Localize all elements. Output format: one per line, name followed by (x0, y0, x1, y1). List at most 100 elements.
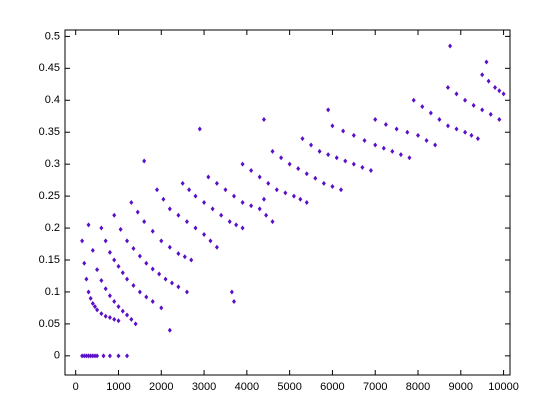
point (257, 206, 262, 212)
point (497, 88, 502, 94)
point (229, 289, 234, 295)
point (326, 107, 331, 113)
point (240, 225, 245, 231)
point (497, 116, 502, 122)
point (428, 110, 433, 116)
point (182, 254, 187, 260)
point (86, 222, 91, 228)
point (120, 270, 125, 276)
point (137, 253, 142, 259)
point (112, 299, 117, 305)
point (92, 304, 97, 310)
point (202, 231, 207, 237)
point (214, 180, 219, 186)
point (463, 129, 468, 135)
point (107, 293, 112, 299)
point (463, 97, 468, 103)
point (309, 142, 314, 148)
point (373, 142, 378, 148)
point (279, 155, 284, 161)
y-tick-label: 0 (54, 350, 60, 362)
point (86, 289, 91, 295)
point (112, 257, 117, 263)
point (240, 200, 245, 205)
point (159, 305, 164, 311)
point (493, 85, 498, 90)
y-tick-label: 0.25 (39, 190, 60, 202)
x-tick-label: 9000 (449, 381, 473, 393)
point (424, 138, 429, 144)
point (142, 158, 147, 164)
point (343, 158, 348, 164)
point (249, 168, 254, 174)
point (445, 123, 450, 129)
plot-area (64, 29, 511, 376)
point (381, 145, 386, 151)
point (480, 72, 485, 78)
point (330, 184, 335, 190)
y-tick-label: 0.4 (45, 94, 60, 106)
point (405, 129, 410, 135)
y-tick-label: 0.45 (39, 62, 60, 74)
point (317, 148, 322, 154)
point (144, 294, 149, 300)
point (300, 136, 305, 142)
point (154, 187, 159, 193)
point (88, 353, 93, 359)
point (161, 196, 166, 202)
x-tick-label: 0 (73, 381, 79, 393)
point (193, 193, 198, 199)
point (125, 238, 130, 244)
point (90, 300, 95, 306)
point (411, 97, 416, 103)
point (298, 196, 303, 202)
point (129, 316, 134, 322)
point (416, 132, 421, 138)
point (219, 212, 224, 218)
point (99, 225, 104, 231)
point (107, 353, 112, 359)
point (144, 260, 149, 266)
point (167, 206, 172, 212)
point (270, 219, 275, 225)
point (189, 257, 194, 263)
point (394, 126, 399, 132)
point (469, 132, 474, 138)
point (135, 209, 140, 215)
point (249, 203, 254, 209)
point (193, 225, 198, 231)
point (232, 193, 237, 199)
point (368, 168, 373, 174)
x-tick-label: 4000 (235, 381, 259, 393)
point (159, 238, 164, 244)
point (176, 251, 181, 257)
x-tick-label: 10000 (488, 381, 519, 393)
point (112, 212, 117, 218)
point (116, 353, 121, 359)
point (471, 102, 476, 108)
point (206, 174, 211, 180)
point (82, 260, 87, 266)
point (398, 152, 403, 158)
point (240, 161, 245, 167)
point (261, 116, 266, 122)
y-tick-label: 0.05 (39, 318, 60, 330)
point (95, 267, 100, 273)
point (266, 180, 271, 186)
point (120, 308, 125, 314)
point (270, 148, 275, 154)
point (150, 266, 155, 272)
x-tick-label: 7000 (363, 381, 387, 393)
point (304, 200, 309, 205)
point (351, 132, 356, 138)
point (338, 187, 343, 193)
point (448, 43, 453, 49)
point (129, 200, 134, 205)
point (157, 271, 162, 277)
point (112, 316, 117, 322)
point (176, 284, 181, 290)
point (88, 295, 93, 301)
point (351, 161, 356, 167)
